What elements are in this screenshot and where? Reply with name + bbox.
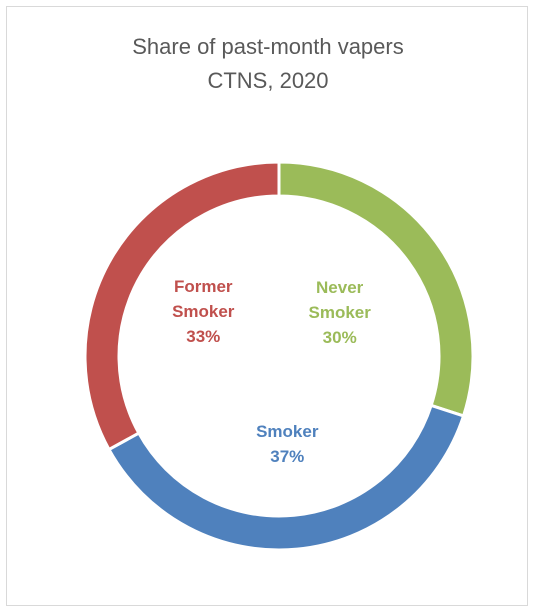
slice-label-former-smoker: Former Smoker 33%: [172, 277, 235, 346]
slice-never-smoker: [277, 160, 475, 418]
chart-title: Share of past-month vapers: [132, 34, 404, 59]
chart-subtitle: CTNS, 2020: [207, 68, 329, 93]
slice-label-never-smoker: Never Smoker 30%: [308, 278, 371, 347]
donut-slices: [83, 160, 475, 552]
slice-former-smoker: [83, 160, 281, 452]
slice-label-smoker: Smoker 37%: [256, 422, 319, 466]
donut-labels: Never Smoker 30% Smoker 37% Former Smoker 33%: [172, 277, 371, 466]
